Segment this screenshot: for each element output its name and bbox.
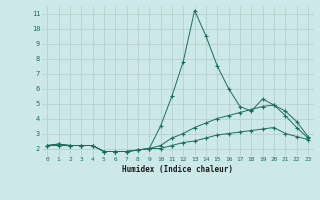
- X-axis label: Humidex (Indice chaleur): Humidex (Indice chaleur): [122, 165, 233, 174]
